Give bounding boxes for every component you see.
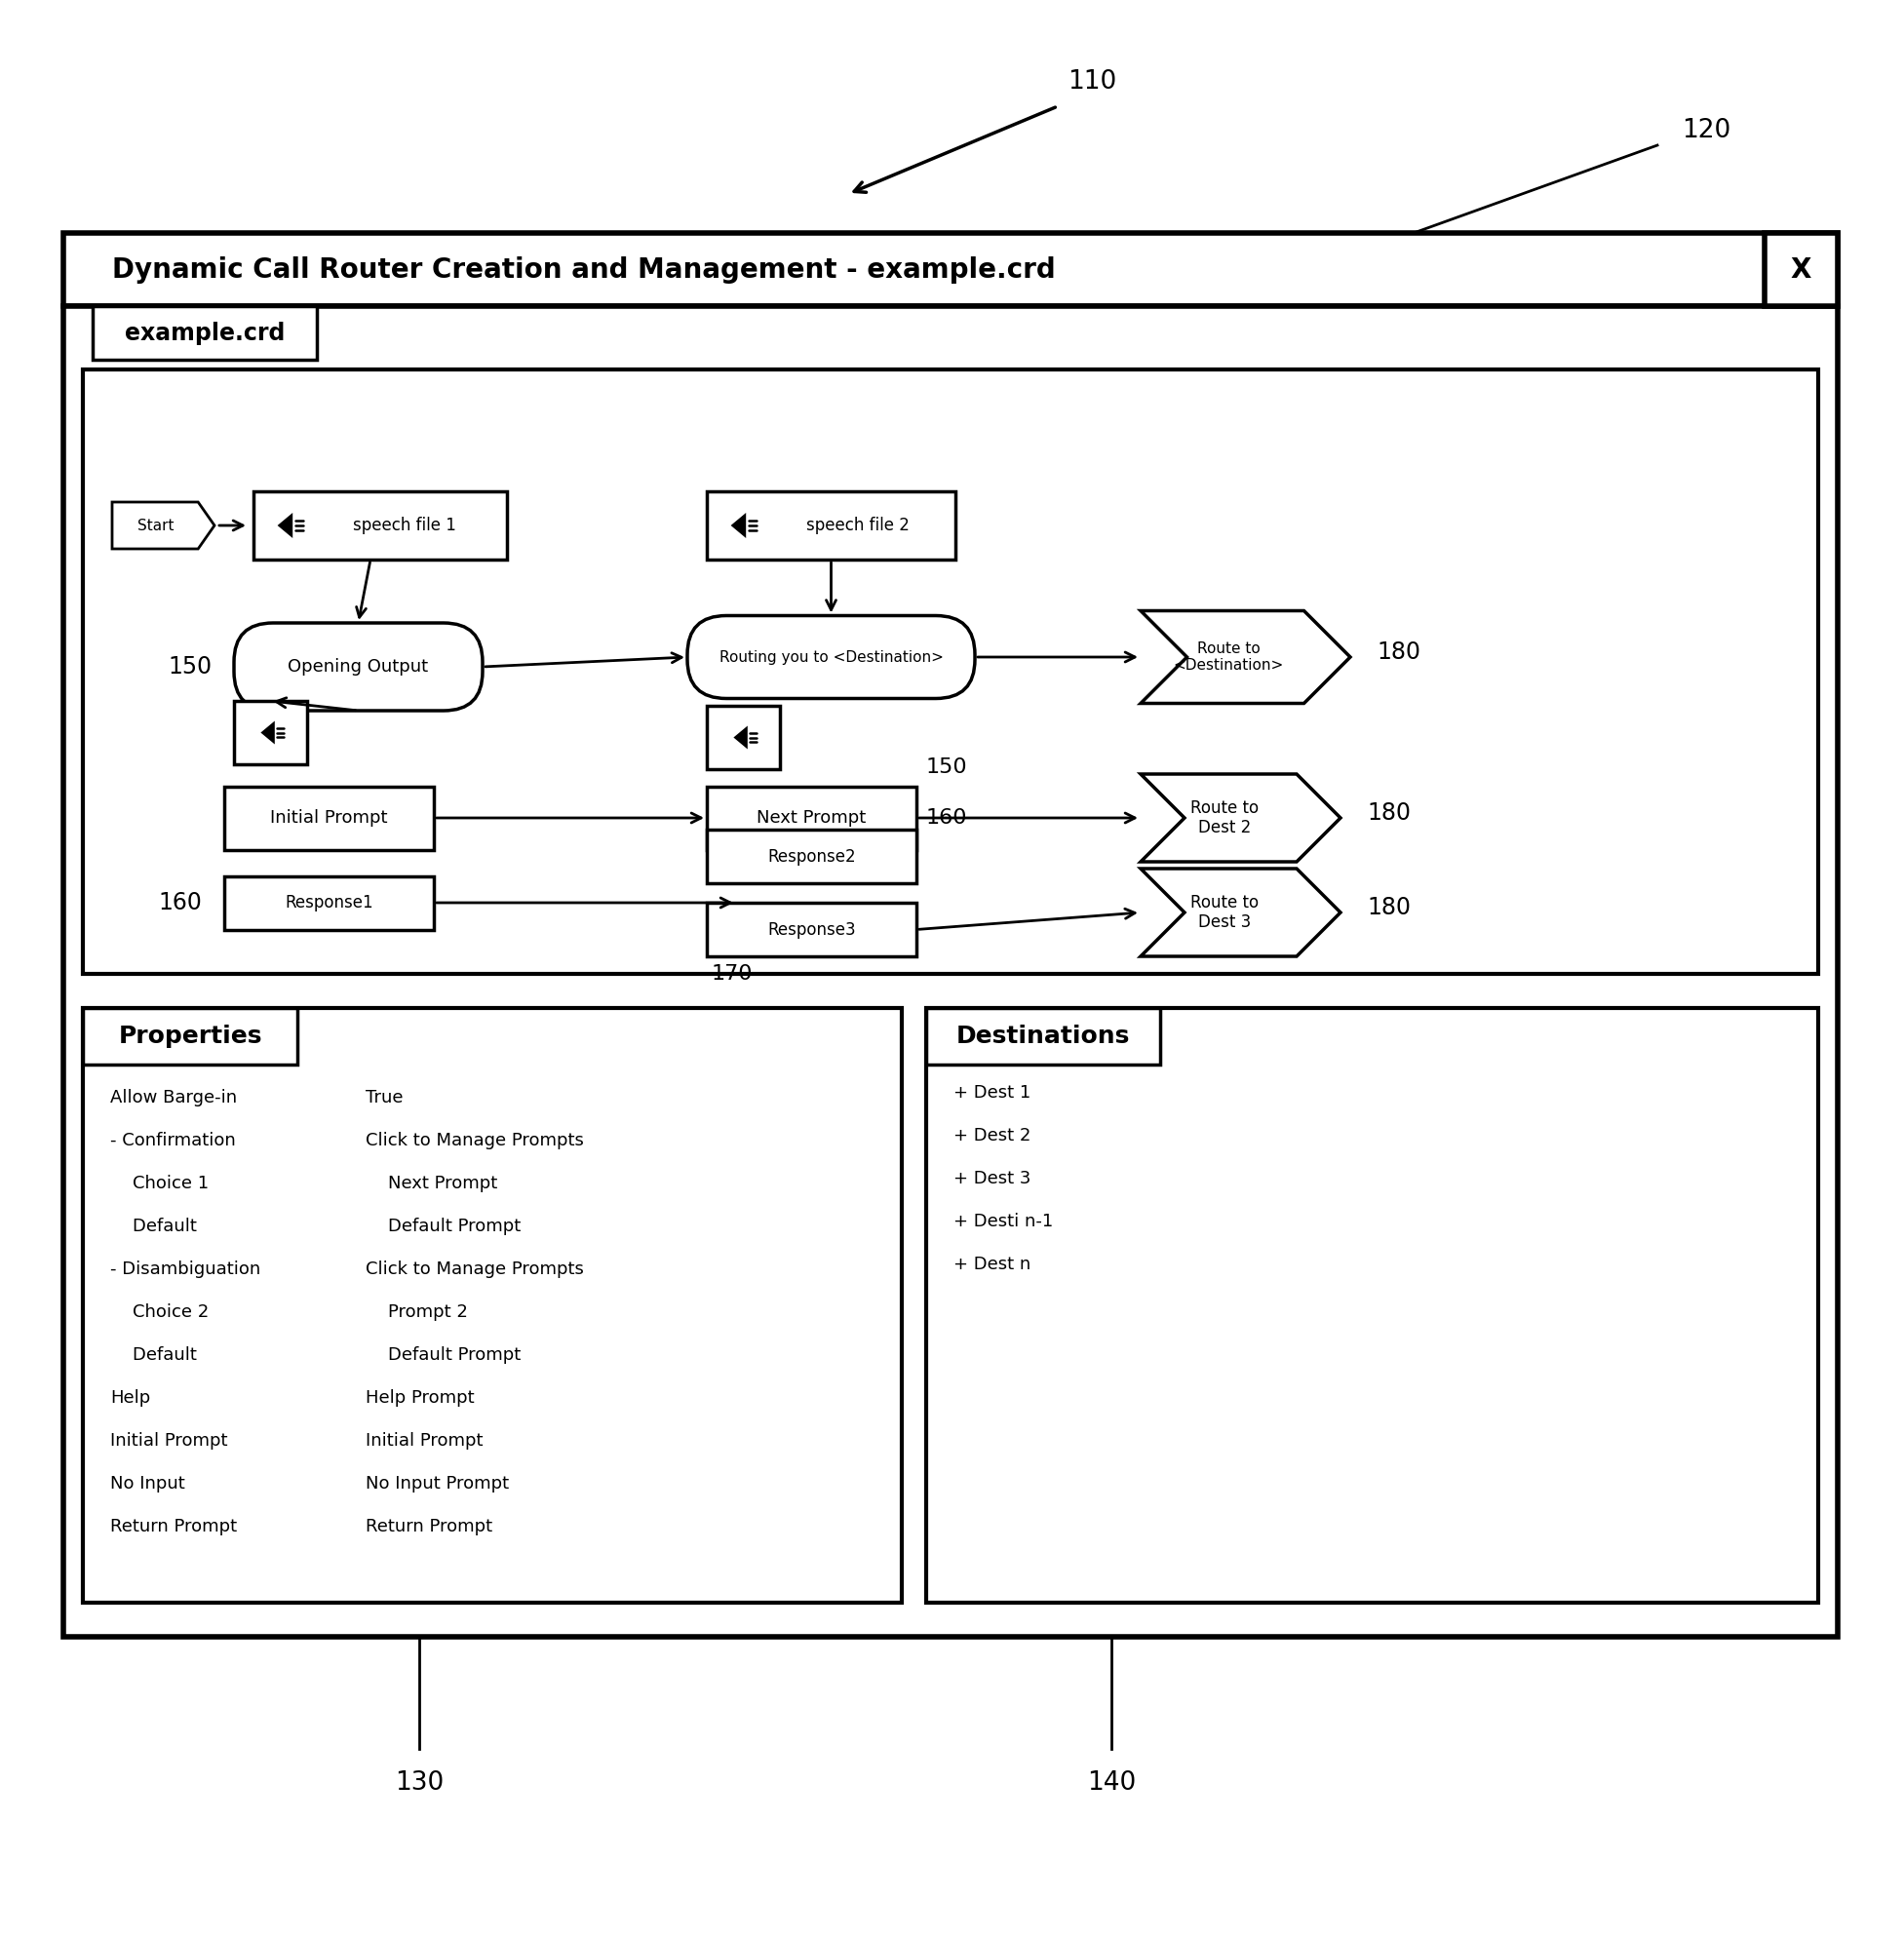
FancyBboxPatch shape: [225, 876, 434, 929]
FancyBboxPatch shape: [706, 785, 916, 849]
Text: Initial Prompt: Initial Prompt: [270, 809, 388, 826]
Text: + Dest 2: + Dest 2: [954, 1127, 1030, 1144]
FancyBboxPatch shape: [225, 785, 434, 849]
Text: Route to
<Destination>: Route to <Destination>: [1173, 642, 1283, 673]
Text: True: True: [366, 1090, 404, 1107]
Text: Response3: Response3: [767, 921, 855, 938]
Text: Opening Output: Opening Output: [288, 657, 428, 675]
FancyBboxPatch shape: [234, 700, 307, 764]
Text: Allow Barge-in: Allow Barge-in: [110, 1090, 236, 1107]
Polygon shape: [733, 725, 748, 748]
Polygon shape: [1140, 869, 1340, 956]
Text: Default Prompt: Default Prompt: [366, 1218, 522, 1235]
Text: 120: 120: [1681, 118, 1731, 143]
Text: Destinations: Destinations: [956, 1024, 1131, 1047]
Text: Default: Default: [110, 1346, 196, 1363]
Text: Route to
Dest 2: Route to Dest 2: [1190, 799, 1259, 838]
Text: 130: 130: [394, 1770, 444, 1796]
Text: Routing you to <Destination>: Routing you to <Destination>: [720, 650, 942, 665]
Text: 180: 180: [1367, 896, 1411, 919]
Text: speech file 2: speech file 2: [805, 516, 910, 535]
Text: 180: 180: [1367, 801, 1411, 824]
Text: X: X: [1792, 256, 1811, 283]
Text: + Dest 1: + Dest 1: [954, 1084, 1030, 1101]
Text: Default: Default: [110, 1218, 196, 1235]
Polygon shape: [731, 512, 746, 539]
Text: Click to Manage Prompts: Click to Manage Prompts: [366, 1132, 585, 1150]
Polygon shape: [261, 721, 274, 745]
Text: Prompt 2: Prompt 2: [366, 1303, 468, 1320]
FancyBboxPatch shape: [253, 491, 506, 560]
Text: Next Prompt: Next Prompt: [758, 809, 866, 826]
FancyBboxPatch shape: [925, 1008, 1818, 1604]
Text: Next Prompt: Next Prompt: [366, 1175, 497, 1192]
Text: 160: 160: [158, 892, 202, 915]
FancyBboxPatch shape: [84, 370, 1818, 973]
Text: Choice 2: Choice 2: [110, 1303, 209, 1320]
Polygon shape: [1140, 611, 1350, 704]
Text: 110: 110: [1068, 70, 1116, 95]
Text: Click to Manage Prompts: Click to Manage Prompts: [366, 1260, 585, 1278]
Text: 180: 180: [1377, 640, 1420, 663]
Text: Return Prompt: Return Prompt: [366, 1518, 493, 1536]
Text: Response1: Response1: [286, 894, 373, 911]
Polygon shape: [278, 512, 293, 539]
FancyBboxPatch shape: [706, 491, 956, 560]
Text: Return Prompt: Return Prompt: [110, 1518, 236, 1536]
Text: 150: 150: [168, 655, 211, 679]
FancyBboxPatch shape: [706, 904, 916, 956]
Text: + Dest 3: + Dest 3: [954, 1169, 1030, 1187]
FancyBboxPatch shape: [1765, 233, 1837, 306]
Polygon shape: [1140, 774, 1340, 861]
Text: Help: Help: [110, 1388, 150, 1406]
Text: Choice 1: Choice 1: [110, 1175, 209, 1192]
Text: + Dest n: + Dest n: [954, 1256, 1030, 1274]
Text: 140: 140: [1087, 1770, 1137, 1796]
FancyBboxPatch shape: [925, 1008, 1160, 1065]
FancyBboxPatch shape: [706, 830, 916, 884]
Text: example.crd: example.crd: [124, 322, 286, 345]
Text: 150: 150: [925, 756, 967, 776]
Text: 170: 170: [712, 964, 754, 983]
Text: Initial Prompt: Initial Prompt: [110, 1433, 228, 1450]
Text: + Desti n-1: + Desti n-1: [954, 1212, 1053, 1229]
Text: - Confirmation: - Confirmation: [110, 1132, 236, 1150]
FancyBboxPatch shape: [706, 706, 781, 770]
Text: Start: Start: [137, 518, 175, 533]
Text: Response2: Response2: [767, 847, 855, 865]
Text: - Disambiguation: - Disambiguation: [110, 1260, 261, 1278]
FancyBboxPatch shape: [63, 233, 1837, 306]
FancyBboxPatch shape: [93, 306, 316, 361]
Text: 160: 160: [925, 809, 967, 828]
FancyBboxPatch shape: [84, 1008, 297, 1065]
FancyBboxPatch shape: [234, 622, 482, 712]
FancyBboxPatch shape: [84, 1008, 902, 1604]
Text: No Input: No Input: [110, 1476, 185, 1493]
Polygon shape: [112, 502, 215, 549]
FancyBboxPatch shape: [687, 615, 975, 698]
FancyBboxPatch shape: [63, 306, 1837, 1637]
Text: Properties: Properties: [118, 1024, 263, 1047]
Text: Route to
Dest 3: Route to Dest 3: [1190, 894, 1259, 931]
Text: Dynamic Call Router Creation and Management - example.crd: Dynamic Call Router Creation and Managem…: [112, 256, 1055, 283]
Text: Initial Prompt: Initial Prompt: [366, 1433, 484, 1450]
Text: No Input Prompt: No Input Prompt: [366, 1476, 508, 1493]
Text: Help Prompt: Help Prompt: [366, 1388, 474, 1406]
Text: speech file 1: speech file 1: [352, 516, 457, 535]
Text: Default Prompt: Default Prompt: [366, 1346, 522, 1363]
